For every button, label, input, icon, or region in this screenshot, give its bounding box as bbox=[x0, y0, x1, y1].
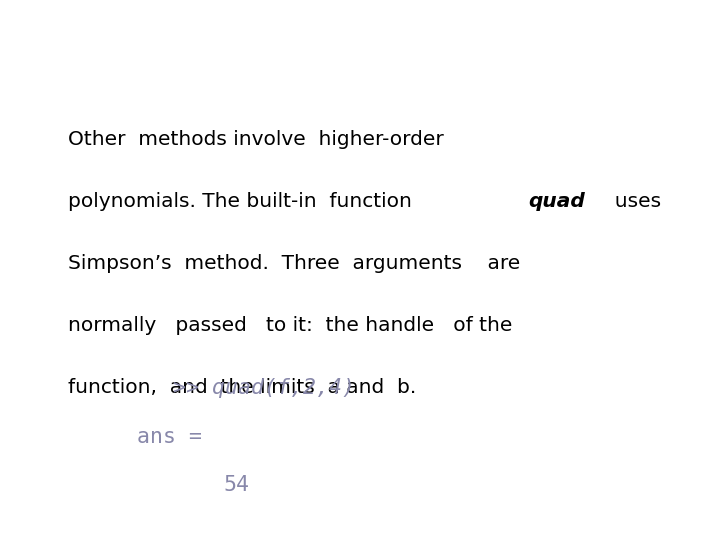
Text: >> quad(f,2,4): >> quad(f,2,4) bbox=[173, 378, 355, 398]
Text: Simpson’s  method.  Three  arguments    are: Simpson’s method. Three arguments are bbox=[68, 254, 521, 273]
Text: polynomials. The built-in  function: polynomials. The built-in function bbox=[68, 192, 425, 211]
Text: function,  and  the limits  a and  b.: function, and the limits a and b. bbox=[68, 378, 417, 397]
Text: Other  methods involve  higher-order: Other methods involve higher-order bbox=[68, 130, 444, 148]
Text: ans =: ans = bbox=[137, 427, 202, 447]
Text: quad: quad bbox=[528, 192, 585, 211]
Text: normally   passed   to it:  the handle   of the: normally passed to it: the handle of the bbox=[68, 316, 513, 335]
Text: uses: uses bbox=[602, 192, 661, 211]
Text: 54: 54 bbox=[223, 475, 249, 495]
